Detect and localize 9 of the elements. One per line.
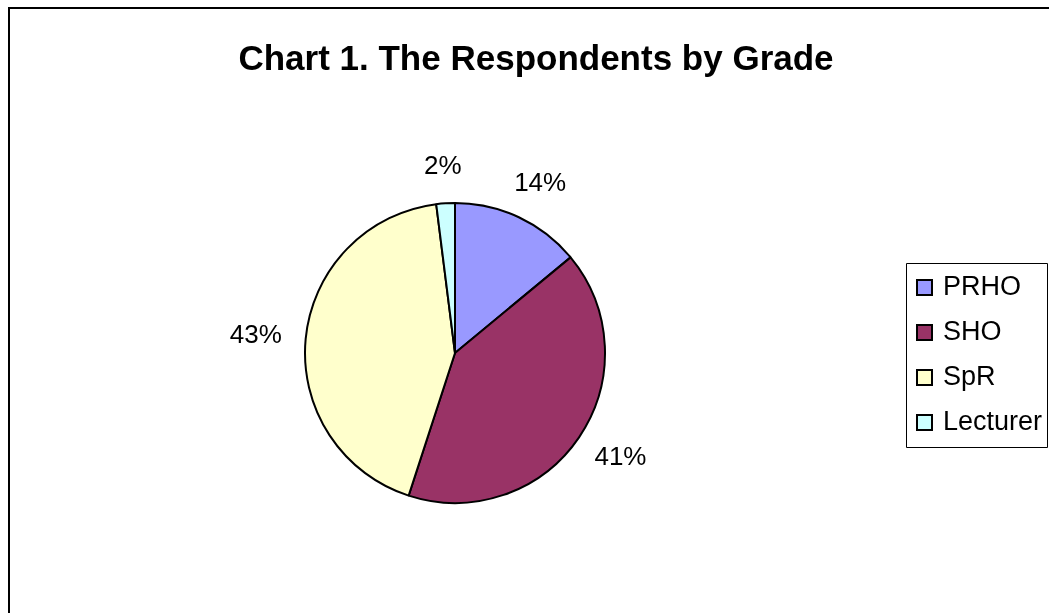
legend-label: PRHO [943, 271, 1022, 302]
legend-label: SpR [943, 361, 996, 392]
legend-label: Lecturer [943, 406, 1043, 437]
data-label: 2% [424, 149, 462, 180]
chart-title: Chart 1. The Respondents by Grade [238, 38, 834, 77]
data-label: 43% [229, 318, 282, 349]
legend-label: SHO [943, 316, 1002, 347]
data-label: 14% [514, 166, 567, 197]
data-label: 41% [594, 441, 647, 472]
